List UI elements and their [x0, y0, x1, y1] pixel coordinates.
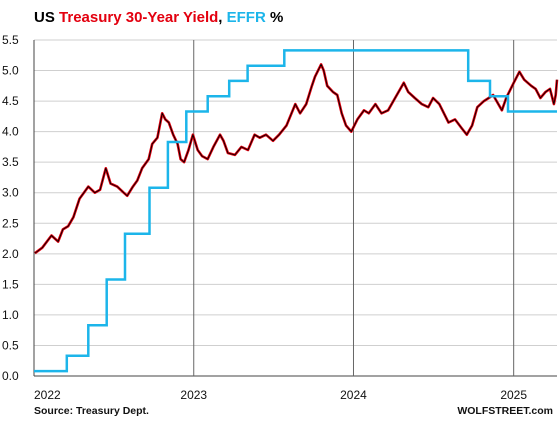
y-tick-label: 0.5	[2, 338, 19, 352]
y-tick-label: 4.5	[2, 94, 19, 108]
y-axis: 0.0 0.5 1.0 1.5 2.0 2.5 3.0 3.5 4.0 4.5 5.0 5.5	[2, 33, 19, 383]
x-tick-label: 2024	[340, 388, 367, 402]
title-part-0: US	[34, 9, 59, 26]
title-part-3: EFFR	[227, 9, 266, 26]
y-tick-label: 1.5	[2, 277, 19, 291]
plot-area	[34, 49, 559, 373]
series-line-30y-yield-core	[34, 63, 558, 254]
series-line-effr	[34, 49, 557, 373]
y-tick-label: 2.0	[2, 247, 19, 261]
series-line-30y-yield	[34, 63, 559, 255]
grid	[33, 39, 557, 377]
x-tick-label: 2025	[500, 388, 527, 402]
y-tick-label: 4.0	[2, 125, 19, 139]
watermark: WOLFSTREET.com	[457, 405, 553, 417]
y-tick-label: 0.0	[2, 369, 19, 383]
y-tick-label: 5.0	[2, 64, 19, 78]
title-part-4: %	[266, 9, 284, 26]
y-tick-label: 3.5	[2, 155, 19, 169]
chart-title: US Treasury 30-Year Yield, EFFR %	[34, 9, 283, 26]
y-tick-label: 5.5	[2, 33, 19, 47]
x-tick-label: 2022	[34, 388, 61, 402]
x-tick-label: 2023	[180, 388, 207, 402]
y-tick-label: 3.0	[2, 186, 19, 200]
source-note: Source: Treasury Dept.	[34, 405, 149, 417]
title-part-2: ,	[218, 9, 226, 26]
x-axis: 2022 2023 2024 2025	[34, 388, 527, 402]
y-tick-label: 2.5	[2, 216, 19, 230]
title-part-1: Treasury 30-Year Yield	[59, 9, 218, 26]
y-tick-label: 1.0	[2, 308, 19, 322]
